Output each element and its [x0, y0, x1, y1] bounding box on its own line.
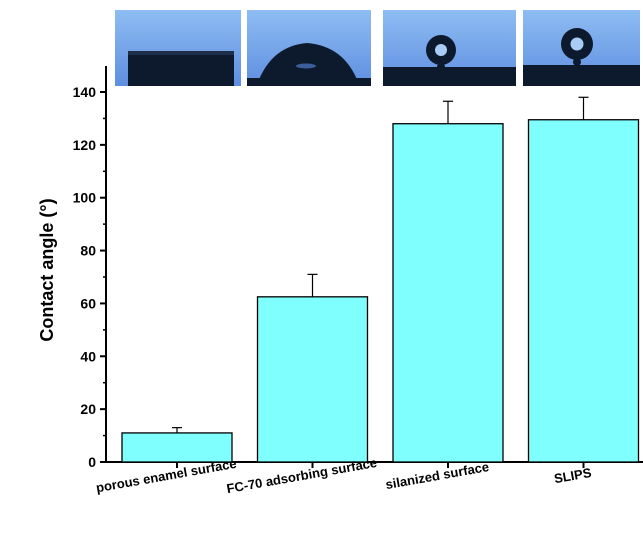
y-tick-label: 80 — [80, 243, 96, 259]
y-tick-label: 120 — [73, 137, 97, 153]
y-tick-label: 40 — [80, 348, 96, 364]
y-tick-label: 140 — [73, 84, 97, 100]
droplet-spread-flat-image — [115, 10, 241, 86]
error-bars — [172, 96, 589, 433]
y-axis-label: Contact angle (°) — [37, 198, 57, 341]
droplet-sphere-image — [523, 10, 640, 86]
x-tick-label: SLIPS — [553, 465, 593, 486]
droplet-low-dome-image — [247, 10, 371, 86]
bar — [256, 296, 369, 463]
y-tick-label: 0 — [88, 454, 96, 470]
y-axis-ticks: 0 20 40 60 80 100 120 140 — [73, 84, 106, 470]
droplet-sphere-image — [383, 10, 516, 86]
y-tick-label: 100 — [73, 190, 97, 206]
bar — [121, 432, 233, 463]
y-tick-label: 20 — [80, 401, 96, 417]
inset-photos — [115, 10, 640, 86]
x-tick-label: silanized surface — [384, 459, 490, 492]
bar — [527, 119, 640, 463]
y-tick-label: 60 — [80, 295, 96, 311]
bars — [121, 119, 640, 463]
bar — [392, 123, 504, 463]
